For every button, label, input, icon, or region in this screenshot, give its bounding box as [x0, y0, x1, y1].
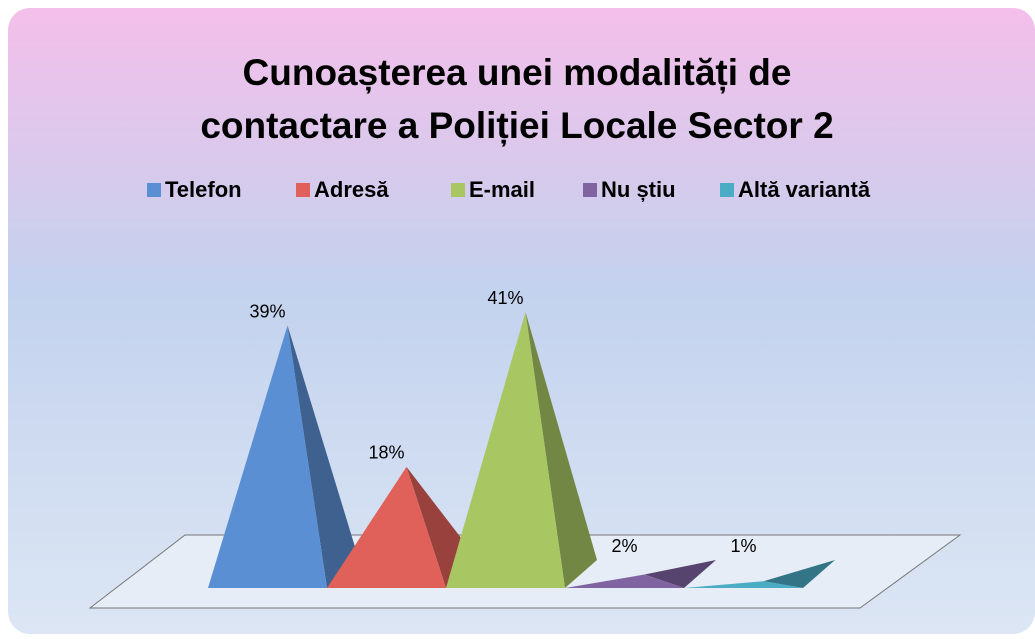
data-label: 2%: [611, 536, 637, 556]
pyramid-front: [446, 312, 565, 588]
legend-label: Altă variantă: [738, 177, 871, 202]
legend-swatch: [720, 183, 734, 197]
pyramid: [208, 325, 359, 588]
legend-label: Nu știu: [601, 177, 676, 202]
legend-label: Telefon: [165, 177, 242, 202]
pyramid-front: [327, 466, 446, 588]
legend-swatch: [296, 183, 310, 197]
pyramid-side: [763, 560, 835, 588]
legend-swatch: [147, 183, 161, 197]
legend-label: Adresă: [314, 177, 389, 202]
pyramid-front: [565, 574, 684, 588]
legend-swatch: [583, 183, 597, 197]
chart-title: Cunoașterea unei modalități de: [243, 52, 792, 94]
pyramid-side: [525, 312, 597, 588]
pyramid-side: [287, 325, 359, 588]
pyramid: [446, 312, 597, 588]
pyramid-front: [684, 581, 803, 588]
legend-label: E-mail: [469, 177, 535, 202]
pyramid: [684, 560, 835, 588]
data-label: 39%: [249, 301, 285, 321]
legend-swatch: [451, 183, 465, 197]
data-label: 1%: [730, 536, 756, 556]
data-label: 41%: [487, 288, 523, 308]
chart-title: contactare a Poliției Locale Sector 2: [200, 105, 833, 147]
pyramid: [565, 560, 716, 588]
pyramid-front: [208, 325, 327, 588]
pyramid-side: [644, 560, 716, 588]
data-label: 18%: [368, 443, 404, 463]
